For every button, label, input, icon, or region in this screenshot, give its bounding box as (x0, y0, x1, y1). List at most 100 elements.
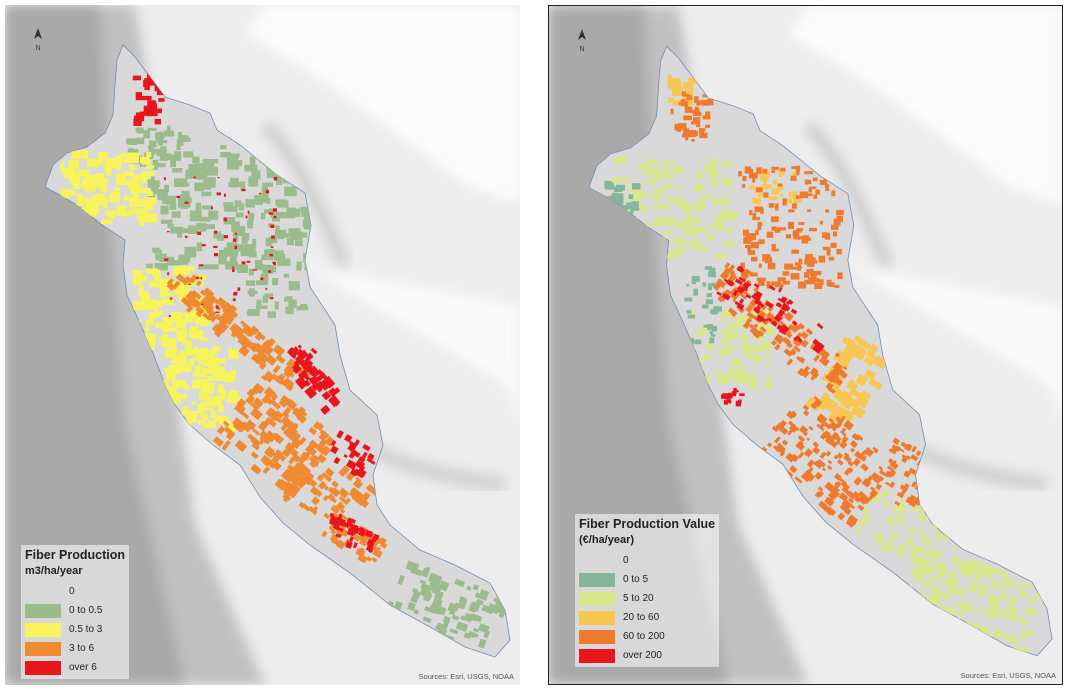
land-cover-patch (321, 530, 328, 538)
legend-label: 0 to 0.5 (69, 605, 103, 616)
land-cover-patch (613, 158, 621, 165)
land-cover-patch (258, 354, 268, 364)
land-cover-patch (308, 478, 318, 488)
land-cover-patch (296, 378, 308, 390)
land-cover-patch (819, 279, 824, 285)
land-cover-patch (788, 425, 797, 434)
land-cover-patch (301, 465, 311, 475)
legend-title: Fiber Production (25, 548, 125, 562)
land-cover-patch (272, 432, 281, 441)
land-cover-patch (1031, 609, 1037, 615)
land-cover-patch (262, 295, 269, 303)
land-cover-patch (719, 270, 730, 281)
land-cover-patch (306, 352, 314, 360)
land-cover-patch (223, 202, 234, 208)
land-cover-patch (163, 379, 169, 388)
land-cover-patch (740, 343, 751, 351)
land-cover-patch (234, 244, 244, 252)
land-cover-patch (667, 74, 672, 83)
land-cover-patch (245, 215, 248, 219)
land-cover-patch (323, 512, 331, 520)
land-cover-patch (208, 420, 216, 428)
land-cover-patch (695, 117, 701, 122)
land-cover-patch (466, 585, 472, 591)
land-cover-patch (802, 235, 810, 238)
land-cover-patch (687, 86, 694, 92)
land-cover-patch (777, 277, 786, 282)
source-attribution: Sources: Esri, USGS, NOAA (960, 671, 1056, 680)
land-cover-patch (154, 263, 168, 271)
land-cover-patch (216, 305, 219, 309)
land-cover-patch (167, 154, 175, 160)
land-cover-patch (454, 578, 466, 588)
land-cover-patch (449, 628, 459, 635)
land-cover-patch (928, 548, 937, 556)
land-cover-patch (214, 402, 222, 406)
land-cover-patch (905, 454, 912, 460)
land-cover-patch (813, 460, 823, 469)
land-cover-patch (199, 168, 209, 173)
land-cover-patch (143, 106, 152, 112)
land-cover-patch (348, 525, 357, 534)
land-cover-patch (722, 332, 733, 340)
land-cover-patch (862, 449, 868, 456)
land-cover-patch (142, 175, 151, 180)
land-cover-patch (829, 439, 838, 448)
land-cover-patch (105, 210, 118, 215)
land-cover-patch (642, 172, 653, 176)
land-cover-patch (328, 495, 338, 504)
land-cover-patch (204, 383, 215, 391)
land-cover-patch (631, 201, 639, 210)
land-cover-patch (753, 323, 759, 329)
land-cover-patch (721, 177, 732, 185)
land-cover-patch (135, 92, 142, 101)
land-cover-patch (698, 130, 704, 134)
land-cover-patch (308, 506, 318, 516)
land-cover-patch (225, 374, 235, 383)
land-cover-patch (238, 203, 245, 211)
land-cover-patch (308, 426, 317, 436)
land-cover-patch (135, 112, 143, 122)
land-cover-patch (251, 170, 261, 180)
land-cover-patch (247, 210, 250, 214)
land-cover-patch (69, 175, 81, 184)
land-cover-patch (191, 290, 202, 300)
land-cover-patch (956, 611, 964, 621)
land-cover-patch (295, 355, 303, 363)
land-cover-patch (316, 453, 327, 464)
land-cover-patch (632, 183, 641, 190)
land-cover-patch (324, 467, 335, 478)
land-cover-patch (123, 179, 132, 185)
land-cover-patch (431, 606, 443, 615)
land-cover-patch (100, 183, 108, 193)
land-cover-patch (324, 474, 333, 483)
land-cover-patch (232, 238, 237, 242)
land-cover-patch (286, 207, 296, 216)
land-cover-patch (275, 449, 282, 456)
land-cover-patch (141, 275, 147, 282)
land-cover-patch (733, 387, 737, 394)
land-cover-patch (875, 483, 882, 491)
land-cover-patch (270, 213, 279, 218)
land-cover-patch (224, 206, 238, 212)
land-cover-patch (1012, 607, 1022, 614)
land-cover-patch (870, 486, 876, 492)
land-cover-patch (199, 354, 208, 361)
land-cover-patch (200, 401, 210, 407)
land-cover-patch (713, 200, 718, 206)
land-cover-patch (195, 311, 202, 318)
land-cover-patch (787, 420, 797, 429)
land-cover-patch (304, 385, 318, 399)
land-cover-patch (196, 280, 202, 287)
land-cover-patch (127, 148, 135, 153)
land-cover-patch (270, 246, 274, 248)
land-cover-patch (147, 176, 155, 187)
land-cover-patch (736, 266, 745, 274)
land-cover-patch (210, 409, 215, 418)
land-cover-patch (166, 259, 180, 266)
land-cover-patch (817, 486, 824, 492)
land-cover-patch (128, 197, 140, 203)
land-cover-patch (933, 531, 944, 541)
land-cover-patch (284, 488, 292, 496)
